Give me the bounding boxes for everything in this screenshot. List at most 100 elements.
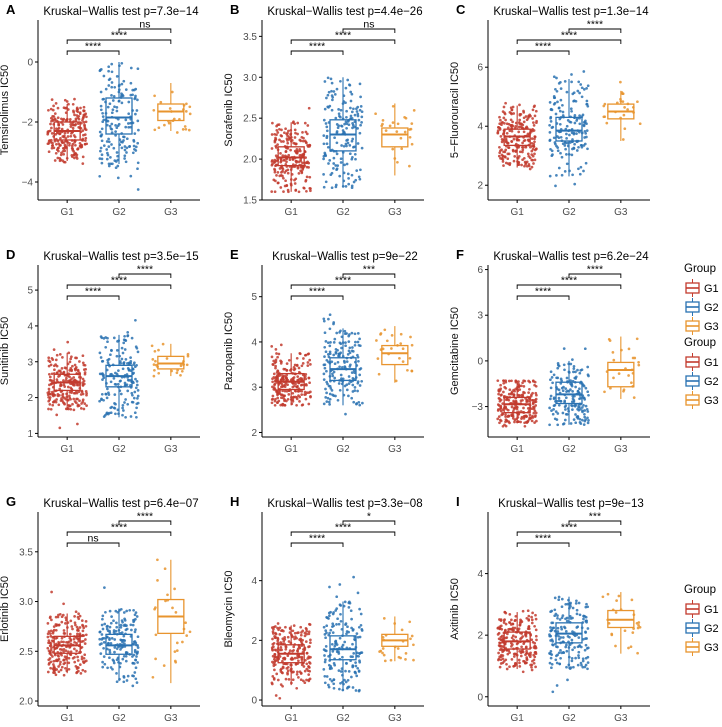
- data-point: [324, 340, 328, 343]
- data-point: [513, 661, 517, 665]
- data-point: [549, 397, 552, 401]
- data-point: [549, 394, 553, 398]
- data-point: [100, 153, 104, 157]
- data-point: [360, 629, 364, 632]
- data-point: [133, 671, 137, 674]
- data-point: [564, 127, 568, 131]
- panel-letter: D: [6, 247, 15, 262]
- data-point: [280, 671, 284, 674]
- data-point: [638, 122, 642, 126]
- data-point: [303, 669, 307, 673]
- data-point: [293, 389, 297, 393]
- data-point: [559, 135, 563, 139]
- data-point: [340, 335, 344, 339]
- data-point: [69, 653, 73, 657]
- data-point: [77, 612, 80, 616]
- data-point: [571, 648, 574, 652]
- data-point: [333, 376, 337, 380]
- data-point: [49, 629, 53, 633]
- data-point: [58, 159, 62, 163]
- data-point: [68, 360, 72, 364]
- data-point: [332, 321, 336, 324]
- data-point: [627, 347, 631, 351]
- data-point: [107, 641, 110, 645]
- data-point: [358, 635, 362, 639]
- data-point: [504, 380, 508, 384]
- data-point: [497, 389, 501, 393]
- data-point: [62, 371, 65, 375]
- data-point: [533, 624, 536, 628]
- data-point: [118, 138, 122, 141]
- data-point: [279, 152, 282, 155]
- data-point: [501, 424, 505, 428]
- panel-title: Kruskal−Wallis test p=9e−13: [498, 498, 644, 510]
- data-point: [184, 127, 188, 131]
- data-point: [333, 657, 336, 661]
- data-point: [334, 352, 338, 355]
- data-point: [334, 394, 337, 398]
- data-point: [58, 132, 61, 136]
- data-point: [277, 657, 280, 661]
- data-point: [82, 120, 86, 124]
- data-point: [294, 131, 297, 135]
- data-point: [569, 605, 572, 608]
- data-point: [578, 91, 581, 95]
- data-point: [279, 393, 283, 397]
- data-point: [361, 401, 364, 405]
- data-point: [78, 632, 82, 636]
- data-point: [570, 659, 574, 663]
- data-point: [285, 362, 289, 365]
- data-point: [527, 653, 531, 657]
- data-point: [163, 567, 167, 571]
- data-point: [47, 658, 51, 662]
- data-point: [133, 613, 137, 617]
- data-point: [555, 654, 558, 658]
- data-point: [108, 631, 112, 635]
- data-point: [500, 138, 504, 141]
- data-point: [117, 99, 121, 103]
- data-point: [339, 670, 343, 673]
- data-point: [555, 684, 559, 687]
- data-point: [53, 139, 57, 143]
- data-point: [558, 122, 562, 126]
- data-point: [122, 361, 126, 364]
- data-point: [575, 132, 578, 135]
- data-point: [104, 118, 108, 122]
- data-point: [127, 112, 131, 116]
- data-point: [50, 590, 53, 594]
- data-point: [105, 123, 109, 127]
- data-point: [63, 160, 67, 164]
- data-point: [586, 416, 589, 420]
- data-point: [507, 392, 511, 396]
- data-point: [325, 142, 329, 146]
- data-point: [552, 408, 555, 411]
- data-point: [132, 371, 135, 375]
- data-point: [127, 100, 131, 104]
- data-point: [550, 621, 554, 625]
- data-point: [82, 656, 86, 660]
- data-point: [114, 609, 118, 613]
- data-point: [516, 646, 519, 650]
- data-point: [551, 381, 554, 385]
- data-point: [580, 626, 584, 630]
- significance-label: ****: [309, 286, 325, 298]
- data-point: [518, 388, 522, 391]
- data-point: [280, 396, 283, 400]
- data-point: [518, 113, 522, 117]
- data-point: [351, 629, 355, 632]
- data-point: [111, 99, 115, 102]
- data-point: [564, 396, 568, 400]
- data-point: [275, 352, 278, 355]
- legend-item-G3: G3: [685, 317, 719, 335]
- data-point: [84, 120, 88, 124]
- data-point: [65, 117, 69, 121]
- data-point: [111, 374, 115, 378]
- data-point: [121, 406, 124, 410]
- significance-bracket: *: [342, 511, 396, 525]
- data-point: [584, 386, 588, 390]
- data-point: [336, 617, 339, 621]
- data-point: [110, 349, 113, 352]
- data-point: [359, 623, 363, 627]
- significance-label: ****: [335, 522, 351, 534]
- data-point: [107, 84, 111, 87]
